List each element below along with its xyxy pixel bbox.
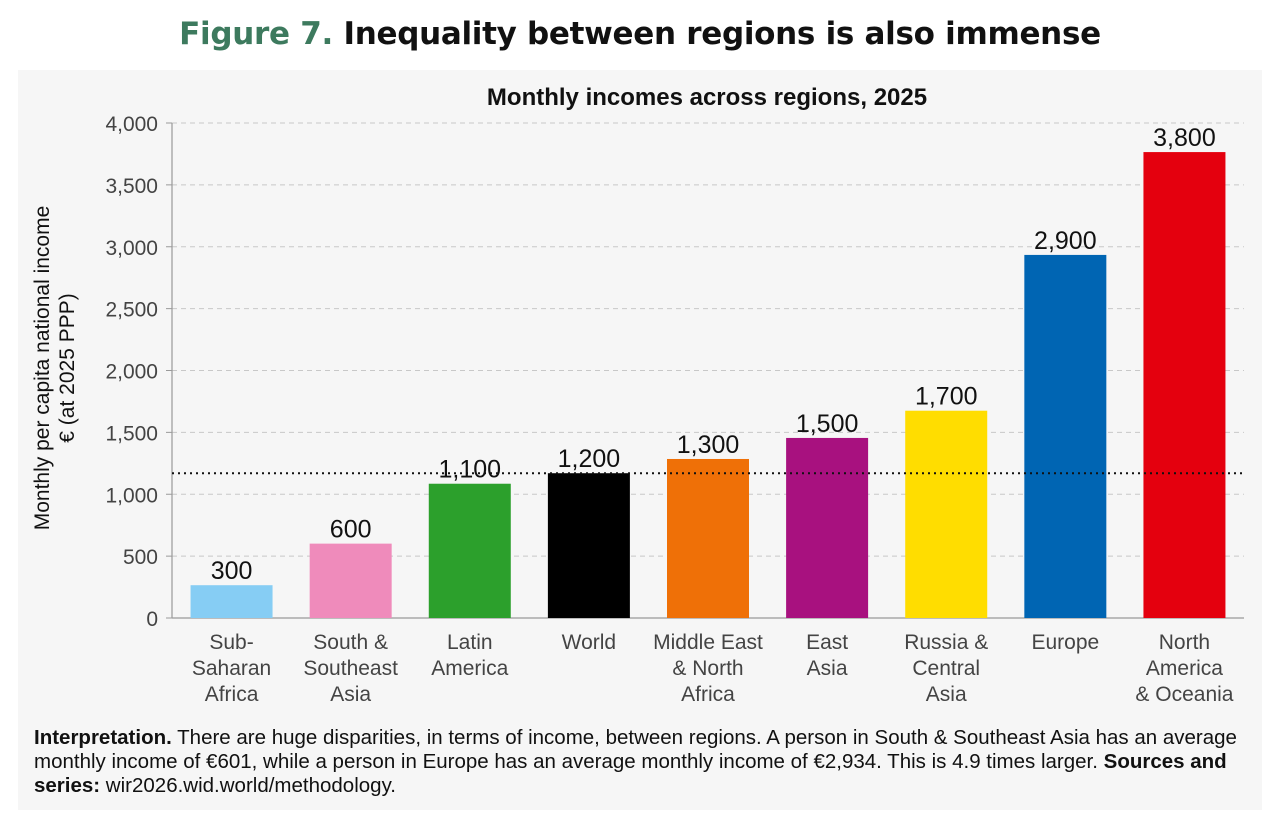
x-tick-label: Central <box>912 657 980 680</box>
x-tick-label: Asia <box>926 683 967 706</box>
bar <box>905 410 988 618</box>
x-tick-label: Sub- <box>209 631 253 654</box>
x-tick-label: Africa <box>205 683 259 706</box>
figure-number: Figure 7. <box>179 16 333 52</box>
bar-value-label: 1,200 <box>558 445 621 473</box>
x-tick-label: World <box>562 631 616 654</box>
sources-text: wir2026.wid.world/methodology. <box>100 774 396 797</box>
bar-value-label: 3,800 <box>1153 124 1216 152</box>
bar <box>667 458 749 618</box>
figure-caption: Interpretation. There are huge dispariti… <box>34 726 1244 798</box>
bar-value-label: 600 <box>330 516 372 544</box>
bar <box>309 543 392 618</box>
bar-value-label: 1,700 <box>915 383 978 411</box>
figure-title: Figure 7. Inequality between regions is … <box>0 16 1280 52</box>
x-tick-label: Africa <box>681 683 735 706</box>
chart-panel: Monthly incomes across regions, 2025 Mont… <box>18 70 1262 810</box>
x-tick-label: America <box>1146 657 1223 680</box>
bar <box>190 585 273 618</box>
bar <box>1143 152 1226 619</box>
y-tick-label: 500 <box>123 546 158 569</box>
bar <box>786 437 869 618</box>
sources-label: Sources and series: <box>34 750 1227 797</box>
bar <box>1024 254 1107 619</box>
bar <box>428 483 511 618</box>
bar-chart: Monthly incomes across regions, 2025 Mont… <box>31 84 1244 706</box>
y-tick-label: 3,000 <box>105 237 158 260</box>
interpretation-text: There are huge disparities, in terms of … <box>34 726 1237 773</box>
x-tick-label: East <box>806 631 848 654</box>
y-axis-label: Monthly per capita national income <box>31 206 54 531</box>
interpretation-label: Interpretation. <box>34 726 172 749</box>
y-tick-label: 0 <box>146 608 158 631</box>
x-tick-label: North <box>1159 631 1210 654</box>
x-tick-label: Middle East <box>653 631 763 654</box>
x-tick-label: America <box>431 657 508 680</box>
x-tick-label: Latin <box>447 631 493 654</box>
bar-value-label: 1,100 <box>438 456 501 484</box>
y-axis-label-unit: € (at 2025 PPP) <box>56 293 79 442</box>
y-tick-label: 1,500 <box>105 422 158 445</box>
x-tick-label: South & <box>313 631 388 654</box>
x-tick-label: Russia & <box>904 631 988 654</box>
x-tick-label: Saharan <box>192 657 271 680</box>
x-tick-label: & North <box>672 657 743 680</box>
bar-value-label: 1,300 <box>677 431 740 459</box>
x-tick-label: & Oceania <box>1135 683 1233 706</box>
y-tick-label: 2,500 <box>105 299 158 322</box>
x-tick-label: Asia <box>330 683 371 706</box>
y-tick-label: 1,000 <box>105 484 158 507</box>
bar-value-label: 1,500 <box>796 410 859 438</box>
bar-value-label: 2,900 <box>1034 227 1097 255</box>
bar-value-label: 300 <box>211 557 253 585</box>
y-tick-label: 3,500 <box>105 175 158 198</box>
x-tick-label: Southeast <box>303 657 398 680</box>
bar <box>547 473 630 618</box>
y-tick-label: 4,000 <box>105 113 158 136</box>
y-tick-label: 2,000 <box>105 361 158 384</box>
chart-title: Monthly incomes across regions, 2025 <box>487 84 927 111</box>
x-tick-label: Europe <box>1031 631 1099 654</box>
figure-title-text: Inequality between regions is also immen… <box>343 16 1101 52</box>
x-tick-label: Asia <box>807 657 848 680</box>
